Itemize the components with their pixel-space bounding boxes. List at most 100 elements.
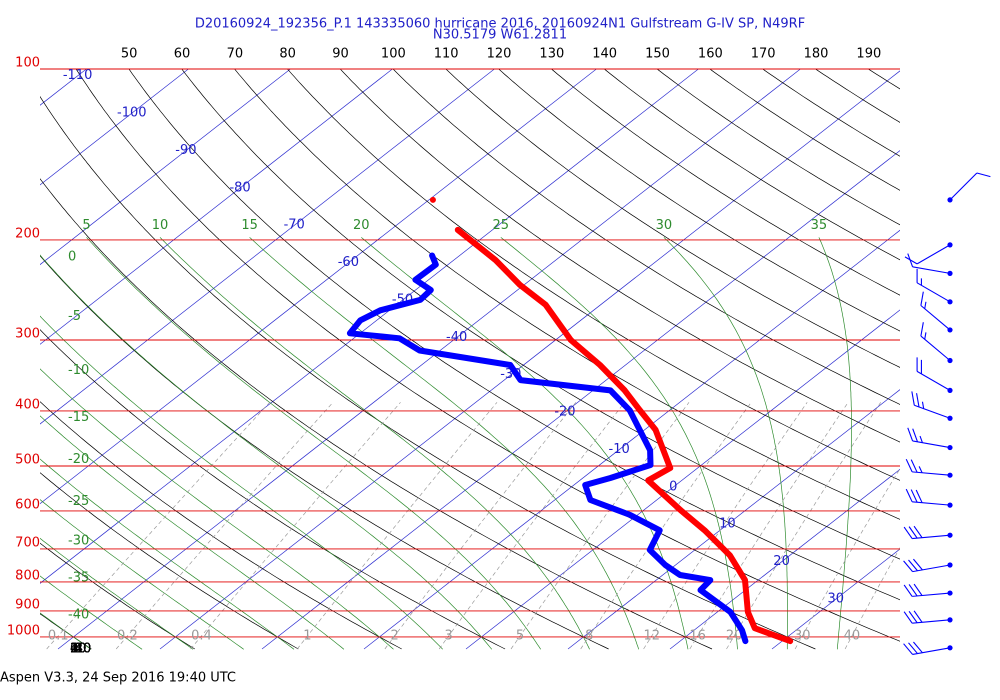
barb-flag [903,560,913,572]
barb-flag [913,558,923,571]
isotherm-label: 20 [773,554,790,569]
barb-flag [920,322,924,337]
mixing-ratio-line [794,468,900,650]
isotherm [465,309,900,650]
barb-half [924,332,927,340]
dry-adiabat-label: 130 [539,47,564,62]
chart-title: D20160924_192356_P.1 143335060 hurricane… [195,17,805,32]
dry-adiabat [498,69,900,332]
dry-adiabat [340,69,900,443]
isotherm-label: -40 [446,330,467,345]
barb-dot [947,242,953,248]
moist-adiabat [663,237,788,650]
barb-dot [947,645,953,651]
wind-barb [905,488,953,508]
barb-staff [912,501,951,506]
pressure-label: 600 [15,497,40,512]
dry-adiabat [40,255,609,650]
wind-barb [916,357,953,393]
mixing-ratio-label: 12 [643,629,660,644]
barb-staff [916,282,951,303]
dry-adiabat [234,69,900,520]
barb-dot [947,444,953,451]
barb-dot [947,502,953,508]
isotherm-label: -80 [229,180,250,195]
dry-adiabat-label: 10 [70,642,87,657]
barb-dot [947,472,953,478]
dry-adiabat-label: 160 [698,47,723,62]
barb-flag [910,459,918,473]
moist-adiabat [159,237,590,650]
barb-dot [947,387,953,393]
moist-adiabat [500,237,738,650]
isotherm-label: -100 [117,105,147,120]
isotherm [567,389,900,650]
wind-barb [911,391,953,421]
barb-flag [976,172,991,178]
wind-barb [904,242,953,265]
dry-adiabat [40,472,299,650]
barb-half [918,466,923,473]
isotherm [40,68,393,345]
barb-staff [912,266,951,274]
barb-staff [912,619,951,624]
barb-staff [920,335,951,361]
dry-adiabat-label: 90 [332,47,349,62]
barb-dot [947,357,953,364]
pressure-label: 900 [15,597,40,612]
wind-barb [903,641,953,655]
moist-adiabat [40,368,394,650]
dry-adiabat-label: 150 [645,47,670,62]
barb-dot [947,562,953,568]
mixing-ratio-label: 8 [585,629,593,644]
isotherm-label: -110 [63,68,93,83]
dry-adiabat [762,69,900,157]
mixing-ratio-label: 1 [303,629,311,644]
moist-adiabat-label: 30 [656,218,673,233]
diagram-lines [40,68,900,650]
barb-staff [912,471,951,476]
wind-barb [903,558,953,573]
wind-barb [920,322,953,364]
moist-adiabat [40,315,443,650]
moist-adiabat-label: -10 [68,363,89,378]
dry-adiabat-label: 30 [70,642,87,657]
barb-dot [947,197,953,203]
wind-barb [903,583,953,597]
moist-adiabat-label: -20 [68,452,89,467]
profile-point [429,196,436,203]
dry-adiabat-label: 180 [804,47,829,62]
moist-adiabat-label: -30 [68,533,89,548]
wind-barb [947,172,991,203]
isotherm-label: 30 [827,591,844,606]
isotherm [669,468,900,650]
dry-adiabat-label: 120 [487,47,512,62]
barb-flag [913,583,923,596]
barb-staff [916,370,951,391]
dry-adiabat-label: 100 [381,47,406,62]
dry-adiabat-label: 110 [434,47,459,62]
moist-adiabat [249,237,640,650]
isotherm [159,70,900,650]
mixing-ratio-line [580,402,752,650]
barb-flag [913,610,923,623]
mixing-ratio-label: 3 [444,629,452,644]
wind-barb [916,268,953,305]
wind-barb [907,427,953,451]
pressure-label: 300 [15,326,40,341]
dry-adiabat [40,178,713,650]
barb-flag [912,428,919,443]
dry-adiabat-label: 60 [174,47,191,62]
profile-line [454,226,794,645]
isotherm [261,150,900,650]
mixing-ratio-line [643,402,808,650]
wind-barb [920,291,953,333]
wind-barb [907,253,953,276]
isotherm-label: -20 [554,405,575,420]
mixing-ratio-line [46,402,270,650]
dry-adiabat-label: 140 [592,47,617,62]
moist-adiabat [40,415,345,650]
dry-adiabat [815,69,900,123]
mixing-ratio-line [438,402,625,650]
